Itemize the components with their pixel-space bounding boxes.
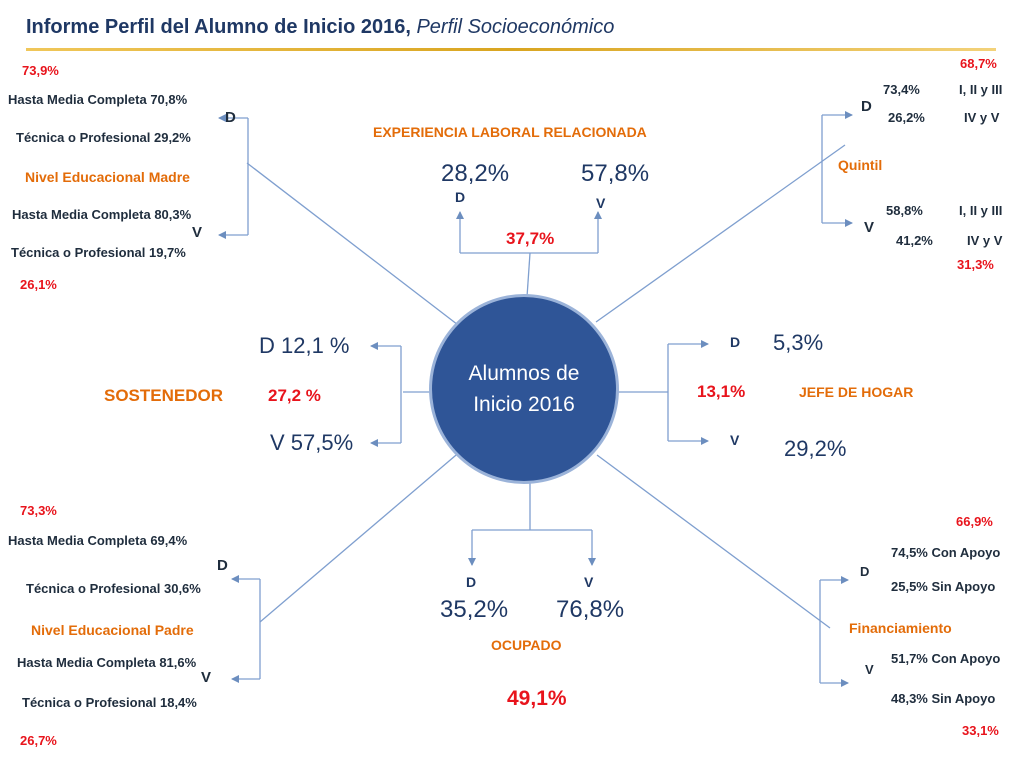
- financiamiento-d-line1: 74,5% Con Apoyo: [891, 545, 1001, 560]
- madre-v-label: V: [192, 224, 203, 241]
- jefe-v-value: 29,2%: [784, 436, 847, 461]
- spoke-padre: [259, 449, 463, 623]
- spoke-financiamiento: [596, 454, 831, 629]
- madre-v-line2: Técnica o Profesional 19,7%: [11, 245, 186, 260]
- sostenedor-v-value: V 57,5%: [270, 430, 354, 455]
- experiencia-total: 37,7%: [506, 229, 555, 248]
- experiencia-v-label: V: [596, 195, 606, 211]
- padre-d-line1: Hasta Media Completa 69,4%: [8, 533, 188, 548]
- quintil-v-row1-pct: 58,8%: [886, 203, 923, 218]
- padre-heading: Nivel Educacional Padre: [31, 622, 194, 638]
- quintil-v-row2-label: IV y V: [967, 233, 1003, 248]
- experiencia-d-value: 28,2%: [441, 160, 510, 187]
- padre-v-line1: Hasta Media Completa 81,6%: [17, 655, 197, 670]
- sostenedor-total: 27,2 %: [268, 386, 321, 405]
- ocupado-v-value: 76,8%: [556, 596, 625, 623]
- financiamiento-v-label: V: [865, 662, 874, 677]
- ocupado-d-label: D: [466, 574, 477, 590]
- madre-v-line1: Hasta Media Completa 80,3%: [12, 207, 192, 222]
- ocupado-v-label: V: [584, 574, 594, 590]
- quintil-heading: Quintil: [838, 157, 883, 173]
- title-underline: [26, 48, 996, 51]
- jefe-d-label: D: [730, 334, 741, 350]
- jefe-total: 13,1%: [697, 382, 746, 401]
- financiamiento-d-label: D: [860, 564, 870, 579]
- financiamiento-bottom-pct: 33,1%: [962, 723, 999, 738]
- financiamiento-v-line1: 51,7% Con Apoyo: [891, 651, 1001, 666]
- experiencia-d-label: D: [455, 189, 466, 205]
- padre-top-pct: 73,3%: [20, 503, 57, 518]
- madre-heading: Nivel Educacional Madre: [25, 169, 190, 185]
- jefe-d-value: 5,3%: [773, 330, 824, 355]
- quintil-d-row2-label: IV y V: [964, 110, 1000, 125]
- quintil-v-row2-pct: 41,2%: [896, 233, 933, 248]
- financiamiento-v-line2: 48,3% Sin Apoyo: [891, 691, 996, 706]
- page-title: Informe Perfil del Alumno de Inicio 2016…: [26, 16, 614, 39]
- quintil-d-row1-pct: 73,4%: [883, 82, 920, 97]
- padre-v-label: V: [201, 669, 212, 686]
- financiamiento-heading: Financiamiento: [849, 620, 952, 636]
- spoke-experiencia: [526, 252, 531, 298]
- ocupado-d-value: 35,2%: [440, 596, 509, 623]
- ocupado-total: 49,1%: [507, 687, 567, 710]
- quintil-d-label: D: [861, 98, 872, 115]
- padre-d-label: D: [217, 557, 228, 574]
- jefe-heading: JEFE DE HOGAR: [799, 384, 914, 400]
- ocupado-heading: OCUPADO: [491, 637, 562, 653]
- sostenedor-d-value: D 12,1 %: [259, 333, 350, 358]
- financiamiento-d-line2: 25,5% Sin Apoyo: [891, 579, 996, 594]
- quintil-bottom-pct: 31,3%: [957, 257, 994, 272]
- experiencia-heading: EXPERIENCIA LABORAL RELACIONADA: [373, 124, 647, 140]
- quintil-v-row1-label: I, II y III: [959, 203, 1003, 218]
- padre-bottom-pct: 26,7%: [20, 733, 57, 748]
- title-main: Informe Perfil del Alumno de Inicio 2016…: [26, 16, 411, 38]
- quintil-v-label: V: [864, 219, 875, 236]
- financiamiento-top-pct: 66,9%: [956, 514, 993, 529]
- spoke-quintil: [595, 144, 846, 323]
- madre-d-line1: Hasta Media Completa 70,8%: [8, 92, 188, 107]
- center-node: Alumnos de Inicio 2016: [432, 297, 616, 481]
- title-sub: Perfil Socioeconómico: [416, 16, 615, 38]
- madre-d-line2: Técnica o Profesional 29,2%: [16, 130, 191, 145]
- madre-d-label: D: [225, 109, 236, 126]
- jefe-v-label: V: [730, 432, 740, 448]
- sostenedor-heading: SOSTENEDOR: [104, 386, 224, 405]
- spoke-madre: [246, 162, 463, 329]
- quintil-d-row1-label: I, II y III: [959, 82, 1003, 97]
- padre-d-line2: Técnica o Profesional 30,6%: [26, 581, 201, 596]
- experiencia-v-value: 57,8%: [581, 160, 650, 187]
- madre-top-pct: 73,9%: [22, 63, 59, 78]
- quintil-d-row2-pct: 26,2%: [888, 110, 925, 125]
- madre-bottom-pct: 26,1%: [20, 277, 57, 292]
- quintil-top-pct: 68,7%: [960, 56, 997, 71]
- padre-v-line2: Técnica o Profesional 18,4%: [22, 695, 197, 710]
